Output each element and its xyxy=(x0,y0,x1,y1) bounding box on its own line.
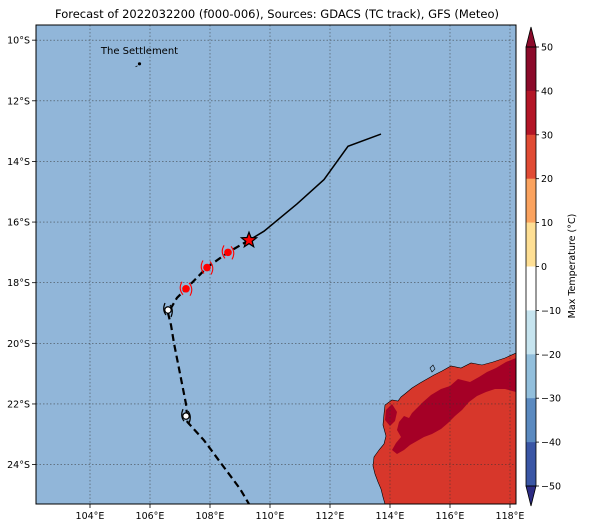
low-marker xyxy=(181,408,191,424)
forecast-track-line xyxy=(166,239,250,504)
colorbar-tick-label: −20 xyxy=(541,350,561,361)
forecast-point xyxy=(179,281,193,297)
past-track-line xyxy=(248,133,382,241)
colorbar-segment xyxy=(526,310,536,355)
x-tick-label: 106°E xyxy=(136,511,165,522)
y-tick-label: 24°S xyxy=(7,460,30,471)
colorbar-tick-label: −40 xyxy=(541,438,561,449)
small-island xyxy=(429,364,436,373)
x-tick-label: 108°E xyxy=(196,511,225,522)
colorbar-segment xyxy=(526,354,536,399)
place-marker xyxy=(135,62,142,68)
graticule xyxy=(36,25,516,504)
y-tick-label: 20°S xyxy=(7,339,30,350)
colorbar-segment xyxy=(526,90,536,136)
colorbar-segment xyxy=(526,266,536,311)
y-tick-label: 18°S xyxy=(7,278,30,289)
place-label: The Settlement xyxy=(100,46,178,57)
colorbar-extend-max xyxy=(525,26,537,48)
figure-title: Forecast of 2022032200 (f000-006), Sourc… xyxy=(55,7,499,21)
y-tick-label: 22°S xyxy=(7,399,30,410)
colorbar-tick-label: −30 xyxy=(541,394,561,405)
colorbar-tick-label: 30 xyxy=(541,130,553,141)
x-tick-label: 118°E xyxy=(496,511,525,522)
y-tick-label: 14°S xyxy=(7,157,30,168)
x-tick-label: 104°E xyxy=(76,511,105,522)
colorbar-segment xyxy=(526,134,536,179)
colorbar-tick-label: 50 xyxy=(541,43,553,54)
hot-region-2 xyxy=(385,404,397,426)
x-tick-label: 112°E xyxy=(316,511,345,522)
x-tick-label: 116°E xyxy=(436,511,465,522)
y-tick-label: 10°S xyxy=(7,36,30,47)
x-tick-label: 110°E xyxy=(256,511,285,522)
colorbar: −50 −40 −30 −20 −10 0 10 20 30 40 50 xyxy=(525,26,561,507)
colorbar-segment xyxy=(526,442,536,487)
hot-region xyxy=(392,358,516,454)
low-pressure-markers xyxy=(163,302,191,424)
colorbar-extend-min xyxy=(525,485,537,507)
y-tick-label: 16°S xyxy=(7,218,30,229)
colorbar-tick-label: 40 xyxy=(541,86,553,97)
current-position-star xyxy=(239,230,259,249)
colorbar-tick-label: 0 xyxy=(541,262,547,273)
x-tick-label: 114°E xyxy=(376,511,405,522)
colorbar-tick-label: 20 xyxy=(541,174,553,185)
colorbar-tick-label: −10 xyxy=(541,306,561,317)
forecast-markers xyxy=(179,245,235,297)
colorbar-segment xyxy=(526,47,536,92)
colorbar-segment xyxy=(526,398,536,443)
forecast-point xyxy=(200,260,214,275)
colorbar-tick-label: −50 xyxy=(541,482,561,493)
colorbar-segment xyxy=(526,222,536,267)
colorbar-tick-label: 10 xyxy=(541,218,553,229)
y-tick-label: 12°S xyxy=(7,96,30,107)
map-frame xyxy=(35,24,517,505)
colorbar-segment xyxy=(526,178,536,223)
forecast-point xyxy=(221,245,235,260)
map-area: The Settlement xyxy=(36,25,516,504)
low-marker xyxy=(163,302,173,318)
colorbar-label: Max Temperature (°C) xyxy=(567,214,578,319)
axis-ticks: 104°E 106°E 108°E 110°E 112°E 114°E 116°E 118°E… xyxy=(7,36,524,522)
